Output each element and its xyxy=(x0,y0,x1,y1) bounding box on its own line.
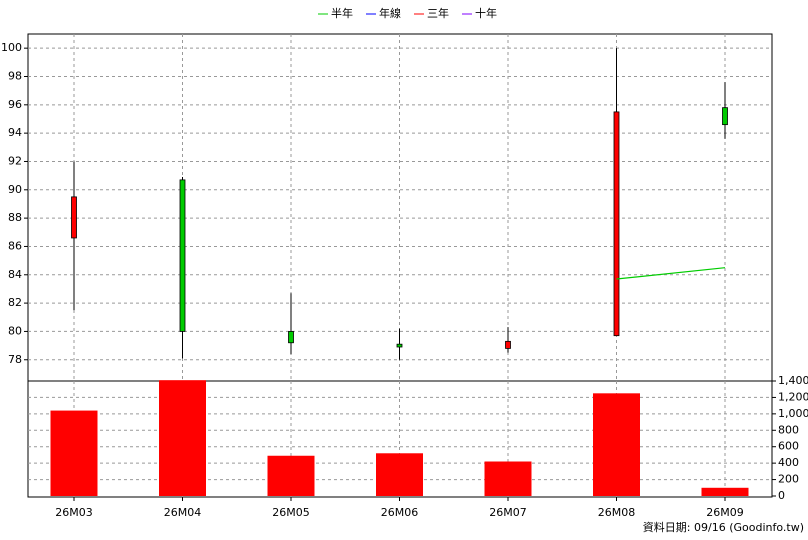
volume-bar xyxy=(484,461,532,496)
y2-tick-label: 1,200 xyxy=(778,390,808,403)
y2-tick-label: 800 xyxy=(778,423,799,436)
footer: 資料日期: 09/16 (Goodinfo.tw) xyxy=(643,520,804,534)
y-tick-label: 100 xyxy=(1,41,22,54)
x-tick-label: 26M09 xyxy=(706,506,744,519)
y2-tick-label: 400 xyxy=(778,456,799,469)
candle-body xyxy=(179,179,186,332)
volume-bar xyxy=(593,393,640,496)
y-tick-label: 98 xyxy=(8,69,22,82)
volume-bar xyxy=(267,455,315,496)
y-tick-label: 90 xyxy=(8,183,22,196)
y-tick-label: 86 xyxy=(8,239,22,252)
plot-frame xyxy=(27,33,773,498)
y-tick-label: 88 xyxy=(8,211,22,224)
x-tick-label: 26M07 xyxy=(489,506,527,519)
y2-tick-label: 200 xyxy=(778,473,799,486)
candle-body xyxy=(505,340,511,349)
y-tick-label: 92 xyxy=(8,154,22,167)
y-tick-label: 82 xyxy=(8,296,22,309)
legend-label: 年線 xyxy=(379,6,401,20)
x-tick-label: 26M05 xyxy=(272,506,310,519)
x-tick-label: 26M08 xyxy=(598,506,636,519)
volume-bar xyxy=(701,487,749,496)
volume-bar xyxy=(376,453,423,496)
y-tick-label: 78 xyxy=(8,353,22,366)
y2-tick-label: 1,400 xyxy=(778,374,808,387)
y-tick-label: 80 xyxy=(8,324,22,337)
y2-tick-label: 1,000 xyxy=(778,407,808,420)
volume-bar xyxy=(159,380,206,496)
legend-label: 十年 xyxy=(475,6,497,20)
y-tick-label: 96 xyxy=(8,98,22,111)
candle-body xyxy=(71,196,77,239)
legend-label: 三年 xyxy=(427,6,449,20)
line-series xyxy=(616,267,726,280)
candle-body xyxy=(613,111,620,337)
candle-body xyxy=(396,343,403,348)
y-tick-label: 84 xyxy=(8,268,22,281)
candle-body xyxy=(288,331,294,344)
volume-bar xyxy=(50,410,98,496)
y2-tick-label: 0 xyxy=(778,489,785,502)
x-tick-label: 26M03 xyxy=(55,506,93,519)
y2-tick-label: 600 xyxy=(778,440,799,453)
candle-body xyxy=(722,107,728,126)
x-tick-label: 26M06 xyxy=(381,506,419,519)
x-tick-label: 26M04 xyxy=(164,506,202,519)
y-tick-label: 94 xyxy=(8,126,22,139)
legend-label: 半年 xyxy=(331,6,353,20)
